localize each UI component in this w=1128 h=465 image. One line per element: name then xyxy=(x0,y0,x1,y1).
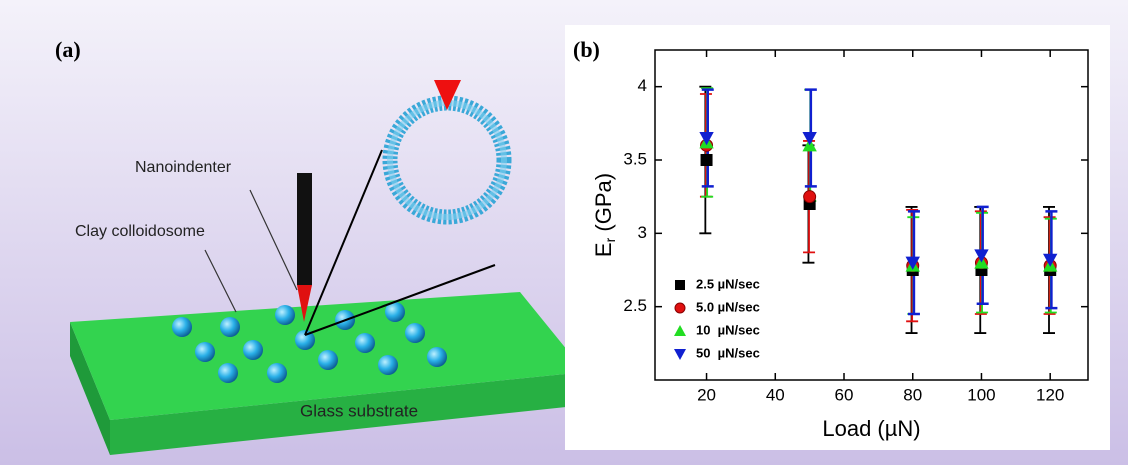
marker xyxy=(1042,253,1058,267)
legend-entry: 5.0 µN/sec xyxy=(674,299,760,314)
chart: 2.5 3 3.5 4 20 40 60 80 100 120 Load (µN) Er (GPa) 2… xyxy=(591,49,1089,441)
indenter-tip xyxy=(297,285,312,322)
chart-background xyxy=(565,25,1110,450)
slab-front xyxy=(110,372,585,455)
y-tick-label: 3 xyxy=(638,223,647,242)
label: Glass substrate xyxy=(300,401,418,420)
marker xyxy=(674,325,686,336)
x-tick-label: 60 xyxy=(835,385,854,404)
marker xyxy=(674,349,686,360)
pointer xyxy=(249,189,298,291)
x-tick-label: 80 xyxy=(903,385,922,404)
indenter-icon xyxy=(434,80,461,110)
plot-frame xyxy=(654,49,1089,381)
y-axis-label: Er (GPa) xyxy=(591,173,618,257)
x-tick-label: 100 xyxy=(967,385,995,404)
slab-side xyxy=(70,322,110,455)
zoom-line xyxy=(304,264,496,336)
y-axis-label-part: E xyxy=(591,242,616,257)
y-tick-label: 4 xyxy=(638,76,647,95)
x-tick-label: 120 xyxy=(1036,385,1064,404)
y-axis-label-part: r xyxy=(602,237,618,242)
marker xyxy=(905,256,920,270)
x-tick-label: 40 xyxy=(766,385,785,404)
zoom-line xyxy=(304,149,383,336)
label: Clay colloidosome xyxy=(75,223,205,240)
marker xyxy=(700,154,713,166)
y-tick-label: 2.5 xyxy=(623,296,647,315)
indenter xyxy=(297,173,312,285)
panel-label: (a) xyxy=(55,37,81,62)
x-axis-label: Load (µN) xyxy=(822,416,920,441)
spheres xyxy=(172,302,447,383)
legend-label: 10 µN/sec xyxy=(696,322,760,337)
marker xyxy=(699,132,714,146)
legend-label: 2.5 µN/sec xyxy=(696,276,760,291)
panel-label: (b) xyxy=(573,37,600,62)
y-axis-label-part: (GPa) xyxy=(591,173,616,238)
marker xyxy=(674,302,686,314)
marker xyxy=(802,132,817,146)
panel-a: (a) Nanoindenter Clay colloidosome Glass… xyxy=(55,37,585,455)
label: Nanoindenter xyxy=(135,159,232,176)
marker xyxy=(803,190,817,204)
legend-label: 5.0 µN/sec xyxy=(696,299,760,314)
legend-entry: 50 µN/sec xyxy=(674,345,760,360)
y-tick-label: 3.5 xyxy=(623,149,647,168)
marker xyxy=(675,280,685,290)
marker xyxy=(974,249,989,263)
legend-entry: 10 µN/sec xyxy=(674,322,760,337)
pointer xyxy=(204,249,237,313)
legend-label: 50 µN/sec xyxy=(696,345,760,360)
legend-entry: 2.5 µN/sec xyxy=(675,276,760,291)
x-tick-label: 20 xyxy=(697,385,716,404)
